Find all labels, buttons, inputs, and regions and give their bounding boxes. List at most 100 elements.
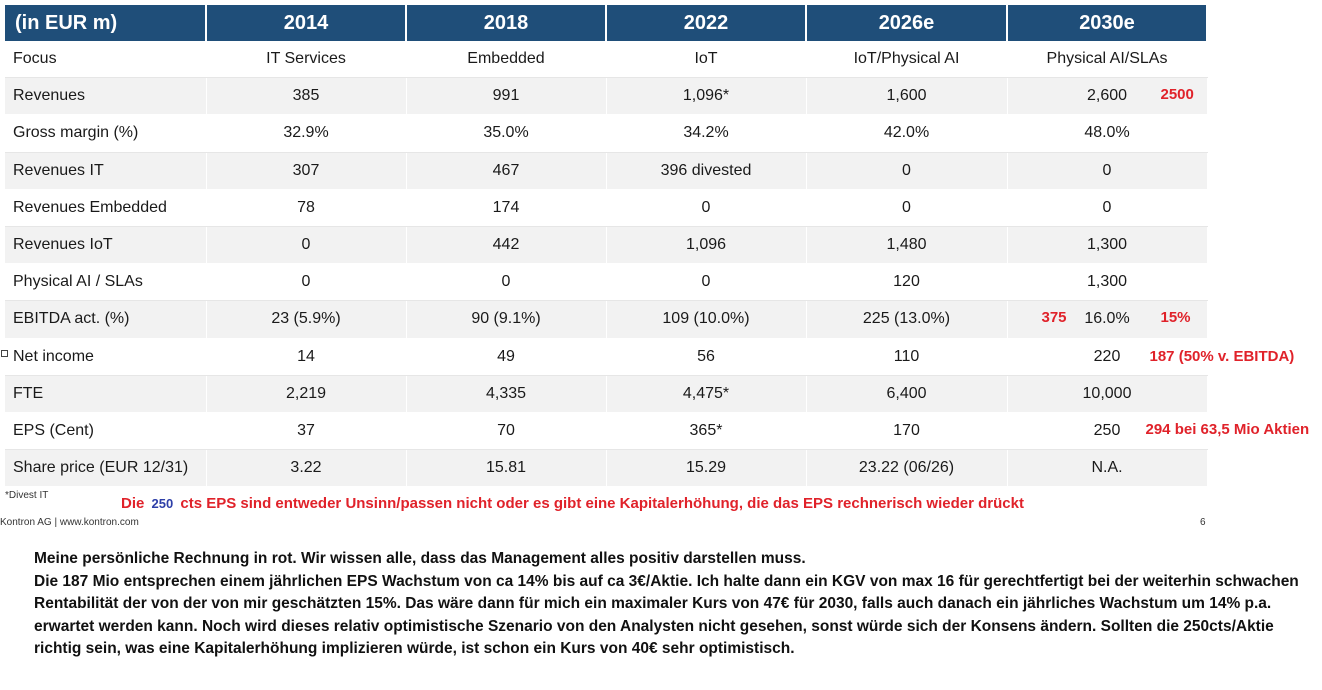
table-cell: IT Services <box>206 41 407 79</box>
annotation-net-income: 187 (50% v. EBITDA) <box>1149 347 1295 365</box>
footnote: *Divest IT <box>5 490 49 501</box>
table-row-eps: EPS (Cent) 37 70 365* 170 250 294 bei 63… <box>5 412 1309 451</box>
table-cell: 1,300 <box>1007 226 1208 265</box>
table-row-revenues: Revenues 385 991 1,096* 1,600 2,600 2500 <box>5 77 1208 116</box>
row-label: FTE <box>5 375 207 413</box>
financials-table: (in EUR m) 2014 2018 2022 2026e 2030e Fo… <box>5 5 1309 488</box>
annotation-ebitda-15pct: 15% <box>1160 309 1191 327</box>
table-cell: 42.0% <box>806 114 1008 153</box>
row-label: Revenues Embedded <box>5 189 207 227</box>
row-label: Focus <box>5 41 207 79</box>
table-cell: 34.2% <box>606 114 807 153</box>
table-row-ebitda: EBITDA act. (%) 23 (5.9%) 90 (9.1%) 109 … <box>5 300 1208 339</box>
table-cell: 110 <box>806 338 1008 376</box>
table-cell: 3.22 <box>206 449 407 488</box>
table-cell-annotated: 250 294 bei 63,5 Mio Aktien <box>1007 412 1309 451</box>
table-cell: 991 <box>406 77 607 116</box>
comment-paragraph: Meine persönliche Rechnung in rot. Wir w… <box>34 550 806 567</box>
footer-page-number: 6 <box>1200 517 1206 528</box>
row-label: Gross margin (%) <box>5 114 207 153</box>
comment-paragraph: Die 187 Mio entsprechen einem jährlichen… <box>34 572 1299 658</box>
table-cell: 467 <box>406 152 607 190</box>
table-cell: 0 <box>806 189 1008 227</box>
table-cell: 6,400 <box>806 375 1008 413</box>
row-label: EBITDA act. (%) <box>5 300 207 339</box>
header-2018: 2018 <box>406 5 607 41</box>
cell-value: 16.0% <box>1084 310 1130 328</box>
table-cell: 1,480 <box>806 226 1008 265</box>
table-cell: 1,096* <box>606 77 807 116</box>
table-cell: N.A. <box>1007 449 1208 488</box>
table-cell: 15.29 <box>606 449 807 488</box>
header-2022: 2022 <box>606 5 807 41</box>
table-cell: 0 <box>206 263 407 302</box>
table-cell: 385 <box>206 77 407 116</box>
table-cell-annotated: 2,600 2500 <box>1007 77 1208 116</box>
row-label: Revenues IT <box>5 152 207 190</box>
row-label: Revenues IoT <box>5 226 207 265</box>
table-cell: 109 (10.0%) <box>606 300 807 339</box>
table-cell: 4,475* <box>606 375 807 413</box>
table-cell: 0 <box>606 263 807 302</box>
table-cell: 307 <box>206 152 407 190</box>
table-cell-annotated: 220 187 (50% v. EBITDA) <box>1007 338 1294 376</box>
table-cell: 14 <box>206 338 407 376</box>
table-cell: 0 <box>206 226 407 265</box>
row-label: Physical AI / SLAs <box>5 263 207 302</box>
table-cell: 396 divested <box>606 152 807 190</box>
red-note-prefix: Die <box>121 495 145 512</box>
table-cell: 15.81 <box>406 449 607 488</box>
table-cell: 90 (9.1%) <box>406 300 607 339</box>
table-row-revenues-iot: Revenues IoT 0 442 1,096 1,480 1,300 <box>5 226 1208 265</box>
header-unit: (in EUR m) <box>5 5 207 41</box>
table-cell: 120 <box>806 263 1008 302</box>
table-cell: 1,600 <box>806 77 1008 116</box>
row-label: Share price (EUR 12/31) <box>5 449 207 488</box>
red-note-blue-value: 250 <box>151 496 174 511</box>
table-cell-annotated: 375 16.0% 15% <box>1007 300 1208 339</box>
table-cell: IoT <box>606 41 807 79</box>
table-cell: 442 <box>406 226 607 265</box>
table-cell: 0 <box>606 189 807 227</box>
row-label: Revenues <box>5 77 207 116</box>
table-row-focus: Focus IT Services Embedded IoT IoT/Physi… <box>5 41 1208 79</box>
table-header-row: (in EUR m) 2014 2018 2022 2026e 2030e <box>5 5 1208 41</box>
table-cell: 70 <box>406 412 607 451</box>
table-cell: 78 <box>206 189 407 227</box>
table-cell: IoT/Physical AI <box>806 41 1008 79</box>
table-row-revenues-embedded: Revenues Embedded 78 174 0 0 0 <box>5 189 1208 227</box>
footer-company: Kontron AG | www.kontron.com <box>0 517 139 528</box>
table-cell: 37 <box>206 412 407 451</box>
annotation-ebitda-375: 375 <box>1041 309 1067 327</box>
annotation-revenues-2500: 2500 <box>1160 86 1194 104</box>
row-label: EPS (Cent) <box>5 412 207 451</box>
bullet-marker <box>1 350 8 357</box>
table-cell: 35.0% <box>406 114 607 153</box>
table-cell: 32.9% <box>206 114 407 153</box>
table-cell: Embedded <box>406 41 607 79</box>
table-cell: 174 <box>406 189 607 227</box>
table-row-physical-ai: Physical AI / SLAs 0 0 0 120 1,300 <box>5 263 1208 302</box>
header-2030e: 2030e <box>1007 5 1208 41</box>
table-row-fte: FTE 2,219 4,335 4,475* 6,400 10,000 <box>5 375 1208 413</box>
table-cell: 23.22 (06/26) <box>806 449 1008 488</box>
table-cell: 2,219 <box>206 375 407 413</box>
table-cell: 170 <box>806 412 1008 451</box>
table-cell: 0 <box>406 263 607 302</box>
cell-value: 250 <box>1093 421 1121 439</box>
table-cell: 225 (13.0%) <box>806 300 1008 339</box>
annotation-eps: 294 bei 63,5 Mio Aktien <box>1145 420 1310 438</box>
table-cell: 0 <box>806 152 1008 190</box>
table-cell: 48.0% <box>1007 114 1208 153</box>
table-cell: 49 <box>406 338 607 376</box>
cell-value: 220 <box>1093 347 1121 365</box>
table-row-share-price: Share price (EUR 12/31) 3.22 15.81 15.29… <box>5 449 1208 488</box>
table-cell: 365* <box>606 412 807 451</box>
table-cell: 10,000 <box>1007 375 1208 413</box>
header-2014: 2014 <box>206 5 407 41</box>
header-2026e: 2026e <box>806 5 1008 41</box>
table-cell: 0 <box>1007 152 1208 190</box>
table-cell: Physical AI/SLAs <box>1007 41 1208 79</box>
row-label: Net income <box>5 338 207 376</box>
table-cell: 1,096 <box>606 226 807 265</box>
